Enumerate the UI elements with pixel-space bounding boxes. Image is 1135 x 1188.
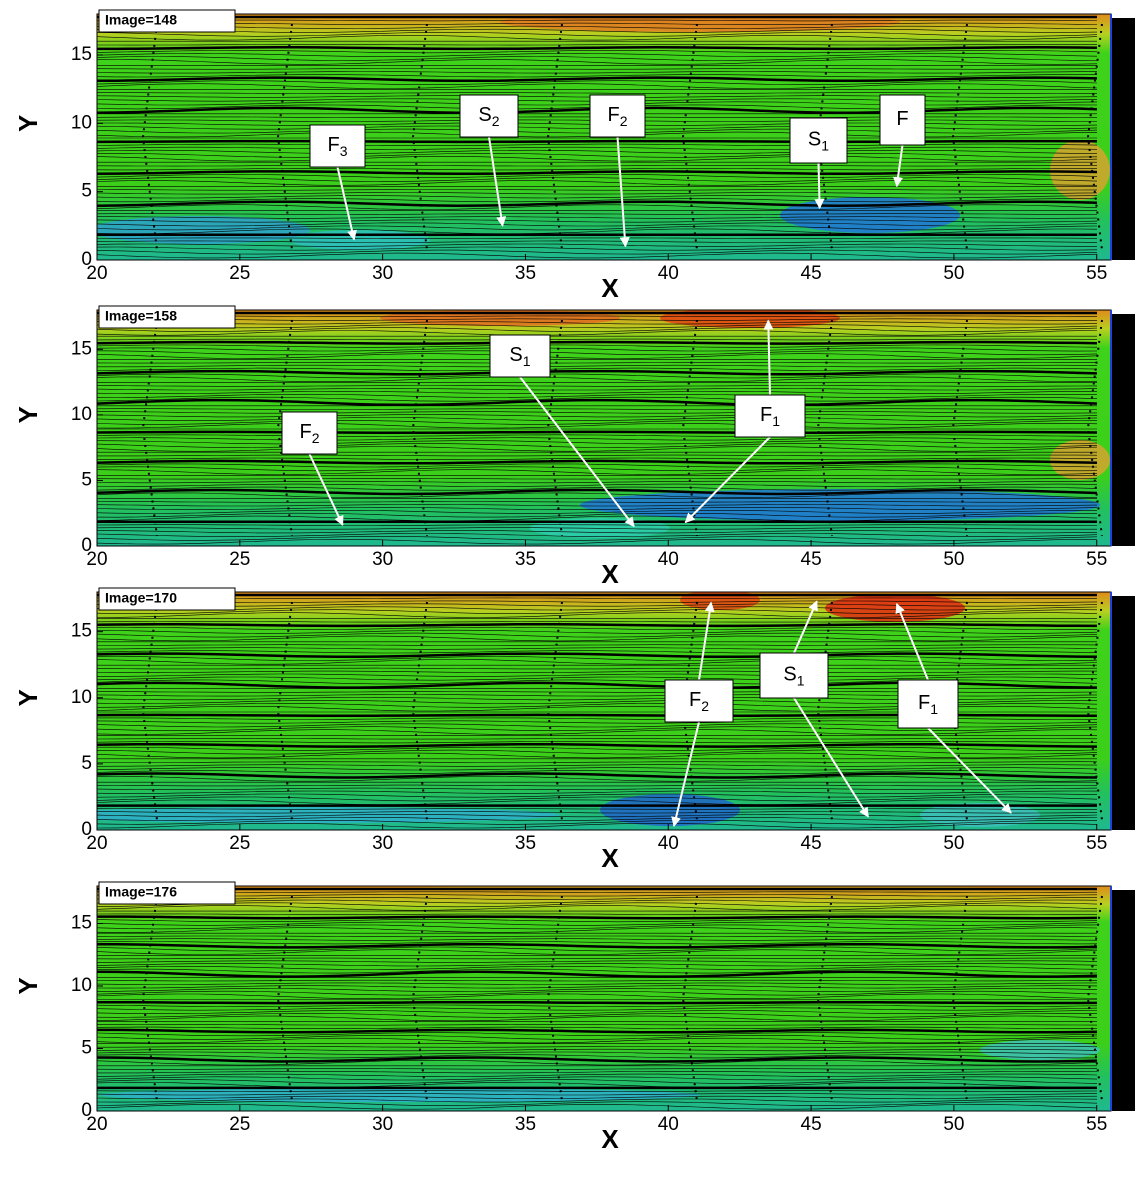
x-axis-label: X [601,559,619,589]
x-tick-label: 40 [658,1114,679,1135]
plot-area [97,884,1111,1111]
annotation-letter: F [918,692,930,714]
annotation-subscript: 2 [312,430,320,446]
streamline [97,47,1097,49]
x-tick-label: 40 [658,263,679,284]
x-axis-label: X [601,1124,619,1154]
y-tick-label: 0 [81,535,92,556]
streamline [97,432,1097,433]
annotation-letter: F [327,134,339,156]
annotation-subscript: 2 [701,698,709,714]
x-tick-label: 30 [372,263,393,284]
y-axis-label: Y [13,115,43,132]
y-axis-label: Y [13,406,43,423]
x-tick-label: 45 [801,263,822,284]
streamline [97,141,1097,142]
y-tick-label: 15 [71,621,92,642]
wall [1111,18,1135,260]
x-tick-label: 35 [515,549,536,570]
x-tick-label: 55 [1086,1114,1107,1135]
y-tick-label: 10 [71,112,92,133]
x-tick-label: 35 [515,263,536,284]
y-axis-label: Y [13,689,43,706]
field-region [500,12,900,32]
y-tick-label: 0 [81,249,92,270]
x-tick-label: 50 [943,833,964,854]
y-tick-label: 5 [81,753,92,774]
x-tick-label: 40 [658,833,679,854]
x-tick-label: 45 [801,549,822,570]
annotation-arrow [819,163,820,208]
annotation-subscript: 1 [772,413,780,429]
annotation-subscript: 2 [620,113,628,129]
panel: 2025303540455055051015XYImage=158S1F2F1 [13,306,1135,589]
panel-title: Image=176 [105,884,177,900]
y-tick-label: 10 [71,975,92,996]
figure: 2025303540455055051015XYImage=148F3S2F2S… [0,0,1135,1188]
x-tick-label: 30 [372,833,393,854]
field-region [780,197,960,233]
x-tick-label: 40 [658,549,679,570]
x-tick-label: 30 [372,549,393,570]
x-tick-label: 55 [1086,833,1107,854]
panel-title: Image=170 [105,590,177,606]
panel-title: Image=158 [105,308,177,324]
annotation-letter: F [607,104,619,126]
annotation-letter: S [783,664,796,686]
y-tick-label: 10 [71,404,92,425]
y-tick-label: 5 [81,469,92,490]
panel: 2025303540455055051015XYImage=170F2S1F1 [13,588,1135,873]
annotation-letter: F [299,421,311,443]
x-tick-label: 25 [229,833,250,854]
x-tick-label: 35 [515,833,536,854]
x-axis-label: X [601,273,619,303]
panel-title: Image=148 [105,12,177,28]
x-axis-label: X [601,843,619,873]
annotation-letter: S [478,104,491,126]
annotation-label: F [896,108,908,130]
wall [1111,890,1135,1111]
annotation-subscript: 1 [930,701,938,717]
annotation-letter: F [689,689,701,711]
panel: 2025303540455055051015XYImage=176 [13,882,1135,1154]
x-tick-label: 50 [943,549,964,570]
wall [1111,314,1135,546]
x-tick-label: 45 [801,1114,822,1135]
x-tick-label: 25 [229,263,250,284]
y-tick-label: 0 [81,819,92,840]
annotation-subscript: 1 [797,672,805,688]
y-tick-label: 10 [71,687,92,708]
plot-area [97,308,1111,546]
x-tick-label: 55 [1086,549,1107,570]
streamline [97,917,1097,919]
x-tick-label: 30 [372,1114,393,1135]
annotation-letter: F [760,404,772,426]
y-tick-label: 15 [71,338,92,359]
field-region [290,230,430,250]
field-region [600,794,740,826]
x-tick-label: 25 [229,1114,250,1135]
annotation-subscript: 1 [523,353,531,369]
wall [1111,596,1135,830]
panel: 2025303540455055051015XYImage=148F3S2F2S… [13,10,1135,303]
x-tick-label: 35 [515,1114,536,1135]
x-tick-label: 45 [801,833,822,854]
x-tick-label: 50 [943,1114,964,1135]
y-tick-label: 15 [71,913,92,934]
annotation-letter: S [808,129,821,151]
annotation-subscript: 2 [492,113,500,129]
y-axis-label: Y [13,977,43,994]
annotation-letter: S [509,344,522,366]
y-tick-label: 15 [71,44,92,65]
x-tick-label: 25 [229,549,250,570]
y-tick-label: 5 [81,181,92,202]
streamline [97,1002,1097,1003]
annotation-subscript: 1 [821,137,829,153]
annotation-letter: F [896,108,908,130]
annotation-subscript: 3 [340,143,348,159]
y-tick-label: 5 [81,1038,92,1059]
y-tick-label: 0 [81,1100,92,1121]
x-tick-label: 50 [943,263,964,284]
x-tick-label: 55 [1086,263,1107,284]
